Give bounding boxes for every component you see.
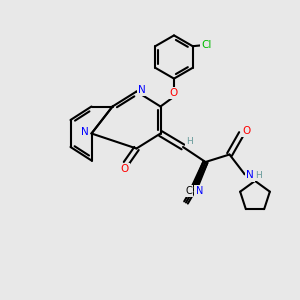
Text: O: O (170, 88, 178, 98)
Text: H: H (255, 171, 262, 180)
Text: O: O (243, 125, 251, 136)
Text: O: O (120, 164, 129, 174)
Text: N: N (246, 170, 254, 180)
Text: Cl: Cl (201, 40, 211, 50)
Text: C: C (185, 186, 192, 196)
Text: N: N (196, 186, 203, 196)
Text: H: H (186, 136, 193, 146)
Text: N: N (81, 127, 89, 137)
Text: N: N (138, 85, 146, 95)
